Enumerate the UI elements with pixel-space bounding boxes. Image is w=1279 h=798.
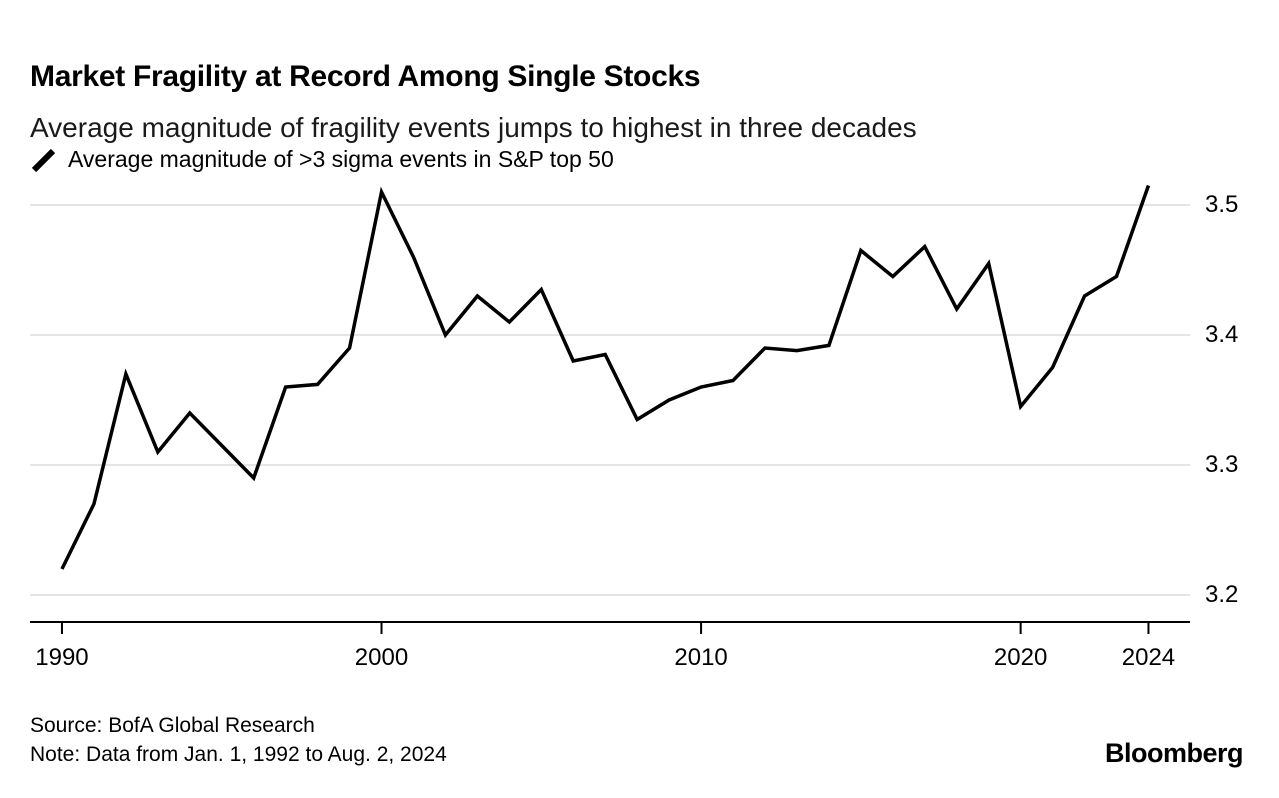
line-series-swatch-icon: [31, 148, 56, 172]
y-axis-tick-label: 3.3: [1205, 451, 1239, 478]
x-axis-tick-label: 2024: [1121, 644, 1176, 671]
chart-subtitle: Average magnitude of fragility events ju…: [30, 112, 917, 143]
note-text: Note: Data from Jan. 1, 1992 to Aug. 2, …: [30, 743, 447, 766]
y-axis-tick-label: 3.4: [1205, 321, 1239, 348]
x-axis-tick-label: 1990: [35, 644, 89, 671]
y-axis-tick-label: 3.2: [1205, 581, 1239, 608]
bloomberg-logo: Bloomberg: [1104, 738, 1244, 768]
y-axis-tick-label: 3.5: [1205, 191, 1239, 218]
chart-title: Market Fragility at Record Among Single …: [30, 60, 701, 94]
legend: Average magnitude of >3 sigma events in …: [30, 146, 614, 173]
legend-label: Average magnitude of >3 sigma events in …: [68, 146, 614, 172]
x-axis-tick-label: 2020: [993, 644, 1048, 671]
series-line: [60, 184, 1151, 570]
x-axis-tick-label: 2000: [354, 644, 409, 671]
source-text: Source: BofA Global Research: [30, 714, 315, 737]
x-axis-tick-label: 2010: [674, 644, 728, 671]
